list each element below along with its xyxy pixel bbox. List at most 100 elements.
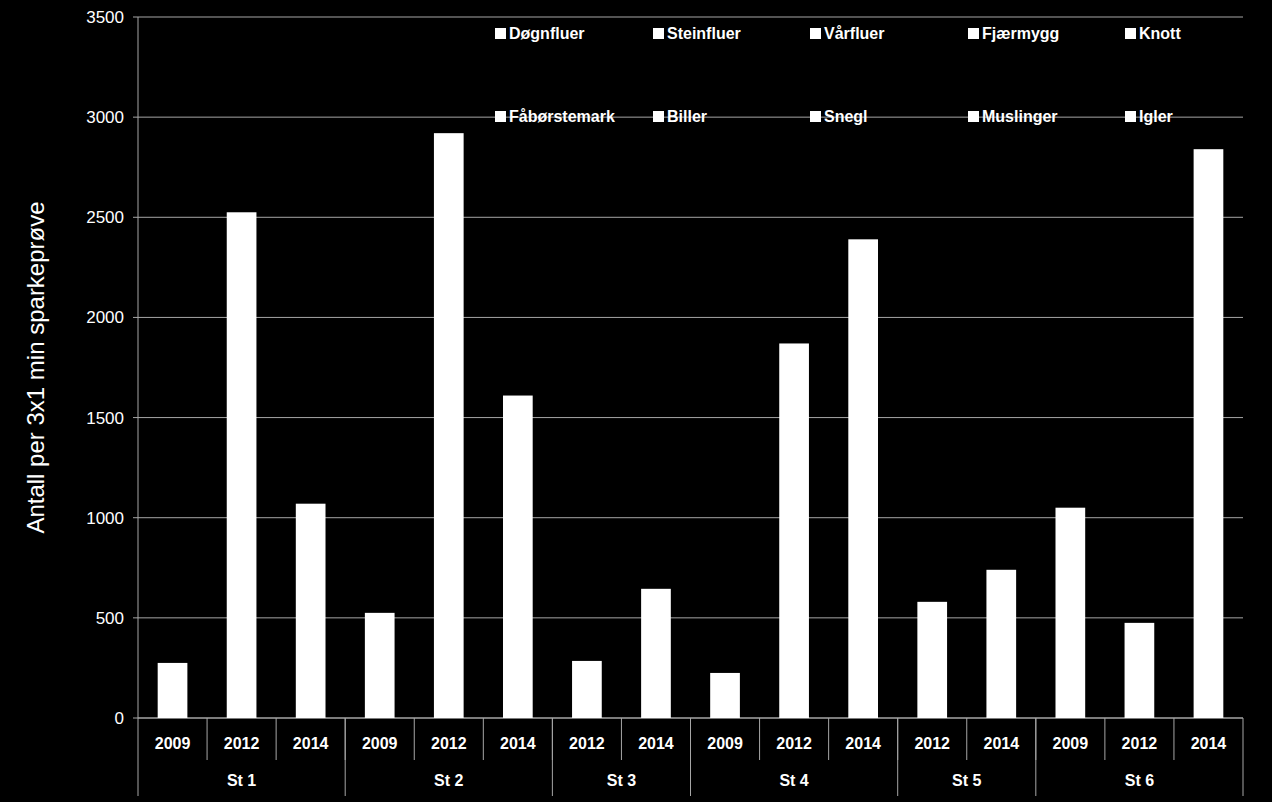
tick-label: 1500	[86, 409, 124, 428]
category-divider	[414, 718, 415, 760]
background	[0, 0, 1272, 802]
tick-label: 0	[115, 709, 124, 728]
legend-swatch	[810, 111, 821, 122]
group-divider	[897, 718, 898, 796]
legend-label: Vårfluer	[824, 25, 884, 42]
category-label: 2012	[1122, 735, 1158, 752]
bar	[1125, 623, 1155, 718]
legend-swatch	[653, 111, 664, 122]
category-divider	[828, 718, 829, 760]
legend-label: Muslinger	[982, 108, 1058, 125]
category-label: 2009	[362, 735, 398, 752]
group-label: St 6	[1125, 772, 1154, 789]
category-divider	[1173, 718, 1174, 760]
category-label: 2014	[983, 735, 1019, 752]
legend-swatch	[968, 28, 979, 39]
category-label: 2012	[569, 735, 605, 752]
category-label: 2012	[776, 735, 812, 752]
group-divider	[1035, 718, 1036, 796]
legend-label: Igler	[1139, 108, 1173, 125]
tick-label: 3500	[86, 8, 124, 27]
legend-swatch	[653, 28, 664, 39]
bar	[296, 504, 326, 718]
tick-mark	[133, 317, 138, 318]
bar	[710, 673, 740, 718]
bar	[1055, 508, 1085, 718]
bars	[158, 133, 1224, 718]
bar	[503, 396, 533, 718]
grid-line	[138, 317, 1243, 318]
legend-swatch	[810, 28, 821, 39]
group-divider	[345, 718, 346, 796]
category-label: 2014	[845, 735, 881, 752]
legend-label: Fåbørstemark	[509, 108, 615, 125]
y-axis	[138, 17, 139, 718]
bar	[986, 570, 1016, 718]
tick-mark	[133, 718, 138, 719]
tick-mark	[133, 517, 138, 518]
tick-mark	[133, 217, 138, 218]
bar	[572, 661, 602, 718]
category-divider	[1104, 718, 1105, 760]
legend-swatch	[495, 111, 506, 122]
chart: 0 500 1000 1500 2000 2500 3000 3500 Antall per 3…	[0, 0, 1272, 802]
bar	[917, 602, 947, 718]
y-axis-label: Antall per 3x1 min sparkeprøve	[22, 201, 49, 533]
tick-mark	[133, 117, 138, 118]
legend-label: Biller	[667, 108, 707, 125]
tick-mark	[133, 17, 138, 18]
group-label: St 4	[779, 772, 808, 789]
legend-swatch	[1125, 28, 1136, 39]
category-divider	[276, 718, 277, 760]
legend-swatch	[968, 111, 979, 122]
tick-label: 2500	[86, 208, 124, 227]
grid-line	[138, 17, 1243, 18]
group-label: St 3	[607, 772, 636, 789]
group-label: St 5	[952, 772, 981, 789]
category-divider	[759, 718, 760, 760]
category-label: 2012	[914, 735, 950, 752]
bar	[365, 613, 395, 718]
category-divider	[621, 718, 622, 760]
bar	[641, 589, 671, 718]
group-divider	[138, 718, 139, 796]
group-divider	[1243, 718, 1244, 796]
category-divider	[207, 718, 208, 760]
category-divider	[966, 718, 967, 760]
grid-line	[138, 217, 1243, 218]
bar	[779, 343, 809, 718]
bar	[227, 212, 257, 718]
tick-label: 500	[96, 609, 124, 628]
category-label: 2012	[431, 735, 467, 752]
bar	[848, 239, 878, 718]
category-label: 2012	[224, 735, 260, 752]
group-label: St 2	[434, 772, 463, 789]
category-label: 2014	[293, 735, 329, 752]
category-label: 2009	[155, 735, 191, 752]
category-label: 2009	[1053, 735, 1089, 752]
category-label: 2014	[638, 735, 674, 752]
tick-label: 1000	[86, 509, 124, 528]
legend-label: Døgnfluer	[509, 25, 585, 42]
legend-label: Knott	[1139, 25, 1181, 42]
category-label: 2014	[500, 735, 536, 752]
group-divider	[690, 718, 691, 796]
tick-mark	[133, 417, 138, 418]
category-label: 2014	[1191, 735, 1227, 752]
grid-line	[138, 417, 1243, 418]
group-divider	[552, 718, 553, 796]
legend-swatch	[495, 28, 506, 39]
legend-swatch	[1125, 111, 1136, 122]
category-label: 2009	[707, 735, 743, 752]
tick-label: 3000	[86, 108, 124, 127]
legend-label: Snegl	[824, 108, 868, 125]
tick-label: 2000	[86, 308, 124, 327]
legend-label: Fjærmygg	[982, 25, 1059, 42]
bar	[158, 663, 188, 718]
tick-mark	[133, 617, 138, 618]
category-divider	[483, 718, 484, 760]
bar	[1194, 149, 1224, 718]
bar	[434, 133, 464, 718]
group-label: St 1	[227, 772, 256, 789]
legend-label: Steinfluer	[667, 25, 741, 42]
